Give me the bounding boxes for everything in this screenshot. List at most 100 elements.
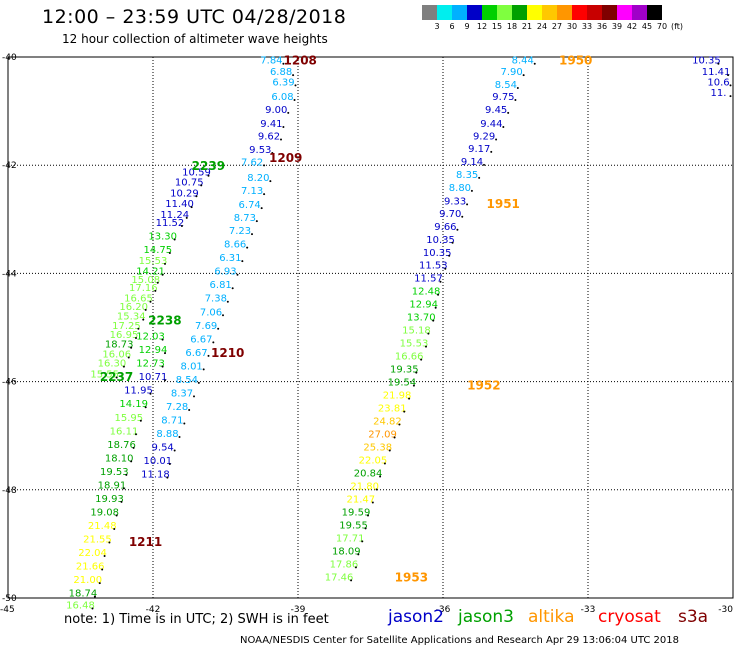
lon-tick-label: -39 [291, 605, 306, 615]
color-scale-label: 36 [596, 22, 608, 31]
measurement-dot [164, 262, 166, 265]
pass-time-label: 1950 [559, 54, 592, 68]
wave-height-value: 22.04 [78, 548, 107, 559]
wave-height-value: 16.65 [124, 294, 153, 305]
measurement-dot [729, 84, 732, 87]
wave-height-value: 15.08 [131, 275, 160, 286]
measurement-dot [466, 203, 469, 206]
map-frame [7, 56, 734, 599]
color-swatch [527, 5, 542, 20]
pass-time-label: 1953 [395, 570, 428, 584]
wave-height-value: 9.53 [249, 145, 271, 156]
wave-height-value: 14.19 [119, 399, 148, 410]
wave-height-value: 11.24 [160, 210, 189, 221]
grid-lines [8, 57, 733, 598]
measurement-dot [149, 392, 152, 395]
wave-height-value: 9.14 [461, 157, 483, 168]
legend-s3a: s3a [678, 607, 709, 627]
measurement-dot [260, 207, 263, 210]
wave-height-value: 21.98 [383, 391, 412, 402]
measurement-dot [398, 423, 401, 426]
measurement-dot [432, 319, 435, 322]
measurement-dot [448, 254, 451, 257]
lat-tick-label: -48 [2, 486, 17, 496]
measurement-dot [478, 176, 481, 179]
measurement-dot [439, 280, 442, 283]
wave-height-value: 19.54 [388, 378, 417, 389]
color-scale-label: 24 [536, 22, 548, 31]
wave-height-value: 15.34 [117, 312, 146, 323]
map-subtitle: 12 hour collection of altimeter wave hei… [62, 32, 328, 46]
measurement-dot [178, 435, 181, 438]
measurement-dot [364, 527, 367, 530]
color-scale-label: 30 [566, 22, 578, 31]
wave-height-value: 10.71 [139, 372, 168, 383]
color-scale-label: 33 [581, 22, 593, 31]
measurement-dot [161, 338, 164, 341]
lon-tick-label: -42 [146, 605, 161, 615]
measurement-dot [207, 174, 210, 177]
wave-height-value: 13.70 [407, 313, 436, 324]
wave-height-value: 19.53 [100, 467, 129, 478]
wave-height-value: 11.57 [414, 274, 443, 285]
measurement-dot [188, 408, 191, 411]
measurement-dot [437, 293, 440, 296]
wave-height-value: 16.30 [98, 359, 127, 370]
measurement-dot [207, 354, 210, 357]
measurement-dot [180, 225, 183, 228]
wave-height-value: 9.75 [492, 92, 514, 103]
wave-height-value: 9.17 [468, 144, 490, 155]
wave-height-value: 9.54 [152, 443, 174, 454]
measurement-dot [251, 233, 253, 236]
wave-height-value: 9.44 [480, 119, 502, 130]
wave-height-value: 10.59 [182, 168, 211, 179]
measurement-dot [393, 436, 396, 439]
measurement-dot [222, 314, 224, 317]
color-swatch [452, 5, 467, 20]
measurement-dot [522, 74, 525, 77]
measurement-dot [470, 189, 473, 192]
wave-height-value: 10.6 [707, 77, 729, 88]
wave-height-value: 9.45 [485, 105, 507, 116]
legend-altika: altika [528, 607, 575, 627]
wave-height-value: 10.35 [692, 56, 721, 67]
wave-height-value: 6.39 [272, 77, 294, 88]
wave-height-value: 10.35 [426, 235, 455, 246]
lon-tick-label: -36 [436, 605, 451, 615]
wave-height-value: 10.01 [144, 456, 173, 467]
wave-height-value: 21.48 [88, 521, 117, 532]
measurement-dot [130, 460, 133, 463]
wave-height-value: 19.59 [342, 507, 371, 518]
measurement-dot [420, 358, 423, 361]
pass-time-label: 1209 [269, 151, 302, 165]
wave-height-value: 8.54 [176, 375, 198, 386]
measurement-dot [200, 184, 203, 187]
wave-height-value: 12.48 [412, 287, 441, 298]
color-scale-label: 15 [491, 22, 503, 31]
wave-height-value: 14.75 [144, 245, 173, 256]
measurement-dot [263, 164, 266, 167]
color-swatch [542, 5, 557, 20]
measurement-dot [383, 462, 386, 465]
measurement-dot [125, 473, 128, 476]
legend-cryosat: cryosat [598, 607, 661, 627]
wave-height-value: 7.06 [200, 307, 222, 318]
measurement-dot [164, 352, 166, 355]
color-scale-label: (ft) [670, 22, 684, 31]
pass-time-label: 1952 [467, 378, 500, 392]
measurement-dot [280, 138, 282, 141]
measurement-dot [166, 476, 169, 479]
axis-tick-labels: -45 -42 -39 -36 -33 -30 -40 -42 -44 -46 -48 -50 [0, 53, 733, 615]
measurement-dot [197, 381, 200, 384]
pass-time-label: 1210 [211, 346, 244, 360]
wave-height-value: 18.73 [105, 340, 134, 351]
wave-height-value: 21.47 [347, 494, 376, 505]
color-scale-label: 3 [434, 22, 440, 31]
wave-height-value: 7.84 [260, 56, 282, 67]
measurement-dot [357, 553, 360, 556]
wave-height-value: 19.55 [339, 520, 368, 531]
wave-height-value: 18.76 [107, 440, 136, 451]
measurement-dot [236, 273, 239, 276]
measurement-dot [142, 318, 145, 321]
wave-height-value: 15.18 [402, 326, 431, 337]
